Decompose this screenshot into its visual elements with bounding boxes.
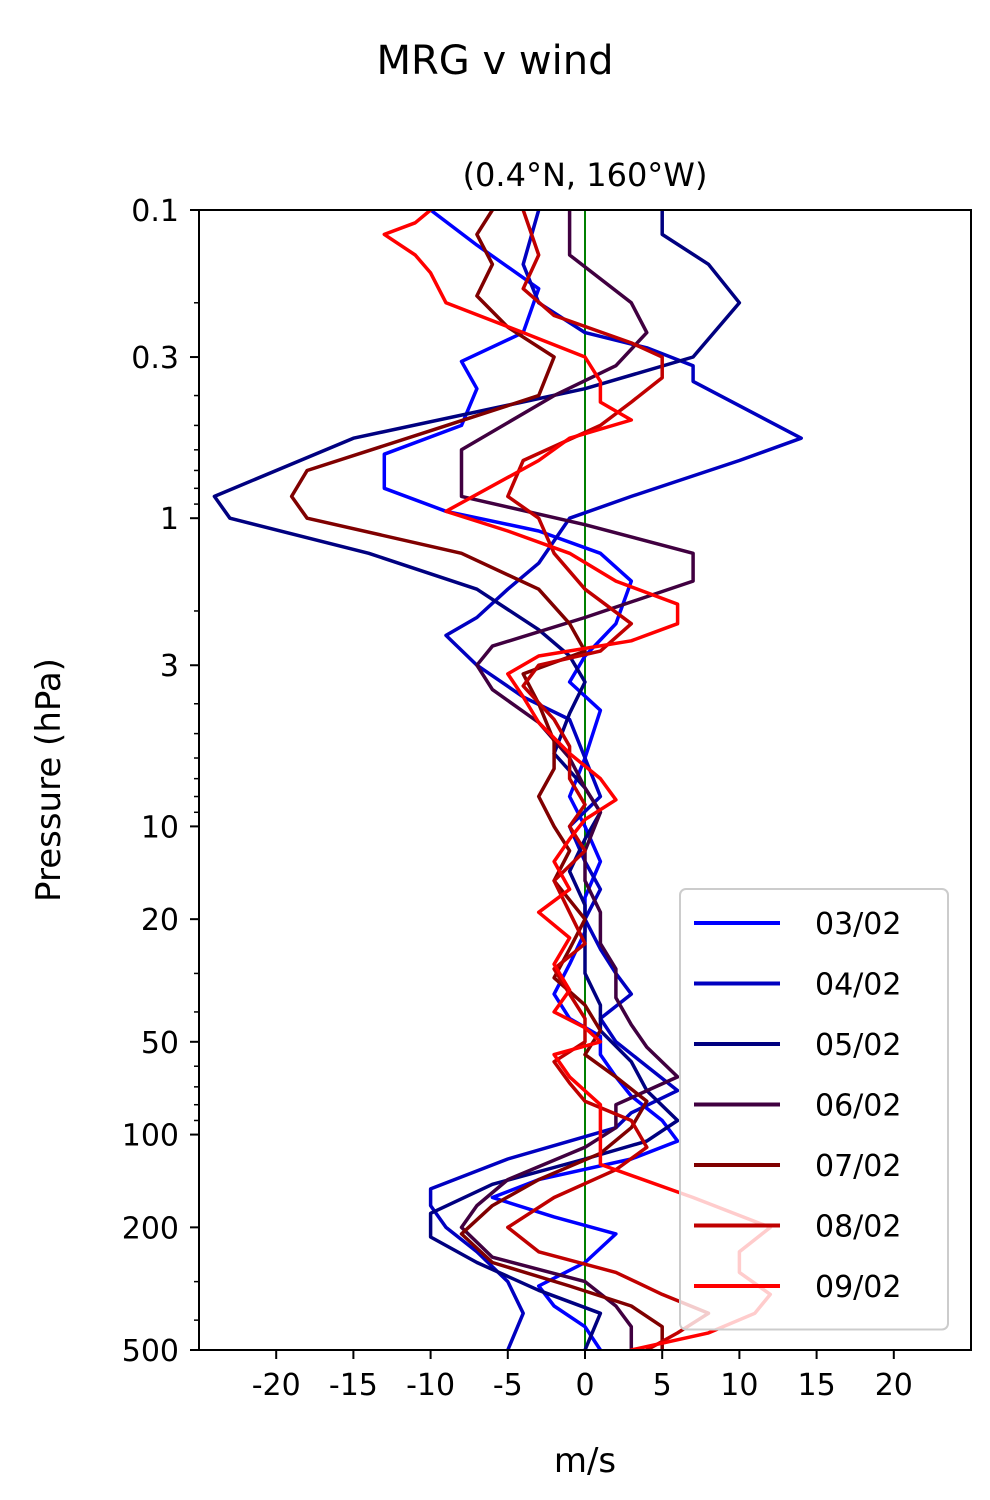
series-line-03-02 — [382, 210, 680, 1350]
legend-label: 07/02 — [815, 1149, 901, 1184]
x-tick-label: 20 — [875, 1368, 913, 1403]
y-tick-label: 100 — [122, 1119, 179, 1154]
x-tick-label: -10 — [406, 1368, 455, 1403]
series-line-07-02 — [289, 210, 664, 1350]
x-tick-label: -15 — [329, 1368, 378, 1403]
legend: 03/02 04/02 05/02 06/02 07/02 08/02 09/02 — [679, 888, 949, 1331]
legend-label: 06/02 — [815, 1089, 901, 1124]
x-tick-label: -20 — [252, 1368, 301, 1403]
plot-title: (0.4°N, 160°W) — [463, 156, 708, 194]
y-axis-label: Pressure (hPa) — [29, 658, 69, 902]
legend-label: 05/02 — [815, 1028, 901, 1063]
y-tick-label: 10 — [141, 810, 179, 845]
x-tick-label: 0 — [575, 1368, 594, 1403]
y-tick-label: 3 — [160, 649, 179, 684]
y-tick-label: 0.3 — [131, 341, 179, 376]
x-axis: -20 -15 -10 -5 0 5 10 15 20 — [252, 1350, 913, 1403]
y-tick-label: 50 — [141, 1026, 179, 1061]
y-tick-label: 0.1 — [131, 194, 179, 229]
legend-label: 08/02 — [815, 1210, 901, 1245]
series-layer — [212, 210, 803, 1350]
x-tick-label: 15 — [798, 1368, 836, 1403]
y-tick-label: 500 — [122, 1334, 179, 1369]
series-line-08-02 — [506, 210, 711, 1350]
legend-label: 09/02 — [815, 1270, 901, 1305]
y-tick-label: 200 — [122, 1211, 179, 1246]
x-tick-label: 10 — [720, 1368, 758, 1403]
figure-title: MRG v wind — [377, 38, 614, 84]
y-tick-label: 20 — [141, 903, 179, 938]
y-axis: 0.1 0.3 1 3 10 20 50 100 200 500 — [122, 194, 199, 1369]
x-tick-label: 5 — [653, 1368, 672, 1403]
x-tick-label: -5 — [493, 1368, 523, 1403]
series-line-09-02 — [382, 210, 773, 1350]
legend-label: 03/02 — [815, 907, 901, 942]
x-axis-label: m/s — [554, 1441, 616, 1481]
legend-label: 04/02 — [815, 968, 901, 1003]
y-tick-label: 1 — [160, 502, 179, 537]
series-line-05-02 — [212, 210, 742, 1350]
legend-box — [679, 888, 949, 1331]
